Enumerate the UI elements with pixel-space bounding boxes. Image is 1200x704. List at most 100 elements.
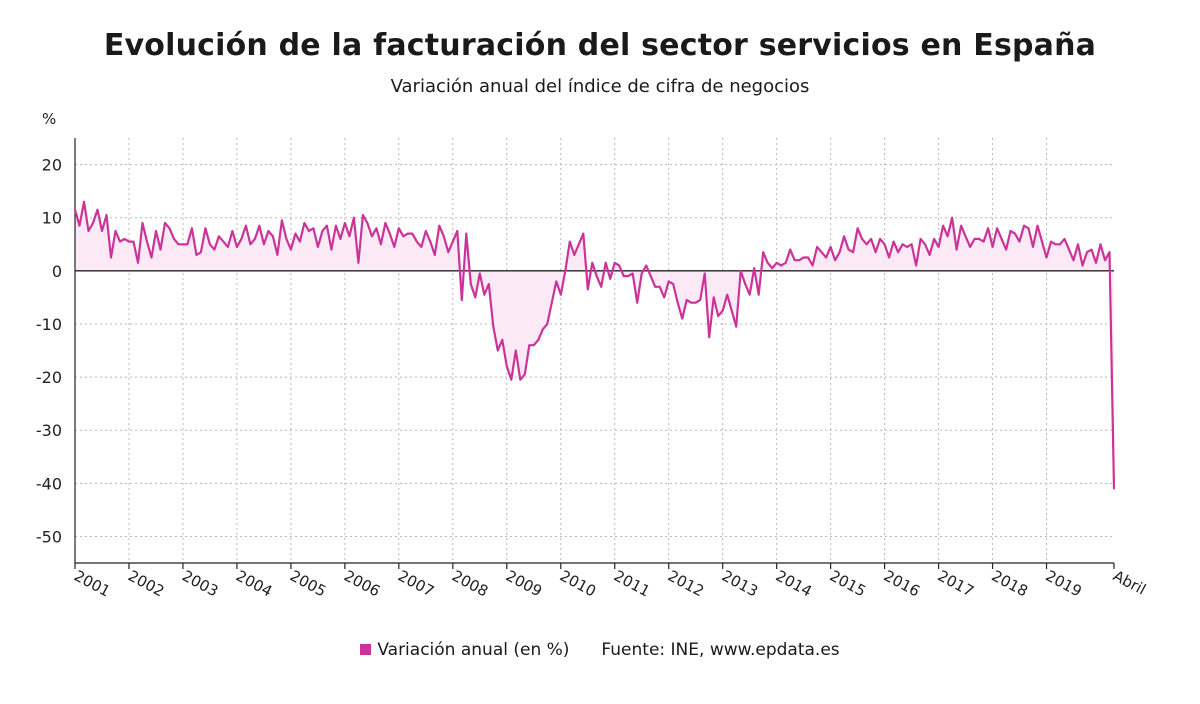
- data-point: [474, 296, 477, 299]
- data-point: [789, 248, 792, 251]
- data-point: [546, 323, 549, 325]
- x-tick-label: 2019: [1043, 567, 1085, 601]
- data-point: [397, 227, 400, 230]
- data-point: [321, 230, 324, 232]
- data-point: [159, 248, 162, 251]
- data-point: [123, 238, 126, 240]
- data-point: [501, 339, 504, 341]
- data-point: [173, 238, 175, 240]
- data-point: [366, 222, 369, 224]
- data-point: [87, 230, 90, 232]
- data-point: [924, 243, 926, 246]
- y-tick-label: -10: [36, 315, 62, 334]
- data-point: [137, 261, 139, 264]
- data-point: [969, 246, 971, 248]
- series-layer: [73, 200, 1116, 490]
- data-point: [717, 315, 720, 317]
- data-point: [1050, 240, 1052, 243]
- data-point: [847, 248, 850, 251]
- data-point: [420, 246, 423, 248]
- data-point: [564, 269, 567, 272]
- data-point: [586, 288, 589, 291]
- data-point: [735, 325, 738, 328]
- data-point: [874, 251, 877, 254]
- data-point: [541, 328, 544, 331]
- legend: Variación anual (en %) Fuente: INE, www.e…: [0, 640, 1200, 660]
- x-tick-label: 2015: [827, 567, 869, 601]
- data-point: [1054, 243, 1057, 246]
- x-tick-label: Abril: [1110, 567, 1149, 599]
- data-point: [613, 261, 616, 264]
- y-axis-label: %: [42, 110, 56, 128]
- data-point: [627, 275, 630, 277]
- data-point: [380, 243, 382, 246]
- data-point: [676, 301, 679, 304]
- data-point: [708, 336, 711, 339]
- data-point: [582, 232, 585, 235]
- data-point: [829, 246, 832, 248]
- data-point: [249, 243, 252, 246]
- data-point: [807, 256, 809, 259]
- data-point: [281, 219, 283, 222]
- x-tick-label: 2012: [665, 567, 707, 601]
- data-point: [411, 232, 414, 235]
- data-point: [258, 224, 261, 227]
- data-point: [388, 232, 391, 235]
- y-tick-label: -20: [36, 368, 62, 387]
- data-point: [326, 224, 328, 227]
- x-tick-label: 2008: [449, 567, 491, 601]
- data-point: [537, 339, 540, 341]
- data-point: [209, 243, 211, 246]
- data-point: [663, 296, 666, 299]
- data-point: [263, 243, 265, 246]
- data-point: [937, 246, 940, 248]
- data-point: [775, 261, 778, 264]
- x-tick-label: 2006: [341, 567, 383, 601]
- data-point: [753, 267, 756, 270]
- data-point: [101, 230, 103, 232]
- data-point: [1063, 238, 1066, 240]
- x-tick-label: 2018: [989, 567, 1031, 601]
- data-point: [973, 238, 976, 240]
- data-point: [195, 254, 198, 256]
- data-point: [1014, 232, 1016, 235]
- y-tick-label: 10: [42, 209, 62, 228]
- data-point: [600, 285, 603, 288]
- data-point: [429, 240, 432, 243]
- data-point: [978, 238, 980, 240]
- data-point: [1072, 259, 1075, 262]
- data-point: [982, 240, 985, 243]
- data-point: [299, 240, 301, 243]
- data-point: [186, 243, 189, 246]
- data-point: [110, 256, 112, 259]
- data-point: [577, 243, 580, 246]
- data-point: [344, 222, 346, 224]
- data-point: [960, 224, 962, 227]
- data-point: [510, 378, 513, 381]
- data-point: [532, 344, 535, 347]
- data-point: [1099, 243, 1102, 246]
- data-point: [114, 230, 117, 232]
- data-point: [312, 227, 315, 230]
- data-point: [1095, 261, 1097, 264]
- x-tick-label: 2003: [179, 567, 221, 601]
- data-point: [1108, 251, 1111, 254]
- data-point: [1059, 243, 1061, 246]
- data-point: [245, 224, 247, 227]
- series-line: [73, 200, 1116, 489]
- data-point: [744, 283, 747, 285]
- data-point: [762, 251, 765, 254]
- data-point: [856, 227, 859, 230]
- x-tick-label: 2001: [71, 567, 113, 601]
- data-point: [618, 264, 621, 267]
- data-point: [487, 283, 490, 285]
- data-point: [573, 254, 576, 256]
- data-point: [339, 238, 342, 240]
- data-point: [465, 232, 468, 235]
- data-point: [820, 251, 823, 254]
- data-point: [568, 240, 571, 243]
- data-point: [290, 248, 292, 251]
- data-point: [1104, 259, 1106, 262]
- data-point: [748, 293, 751, 296]
- data-point: [442, 235, 445, 238]
